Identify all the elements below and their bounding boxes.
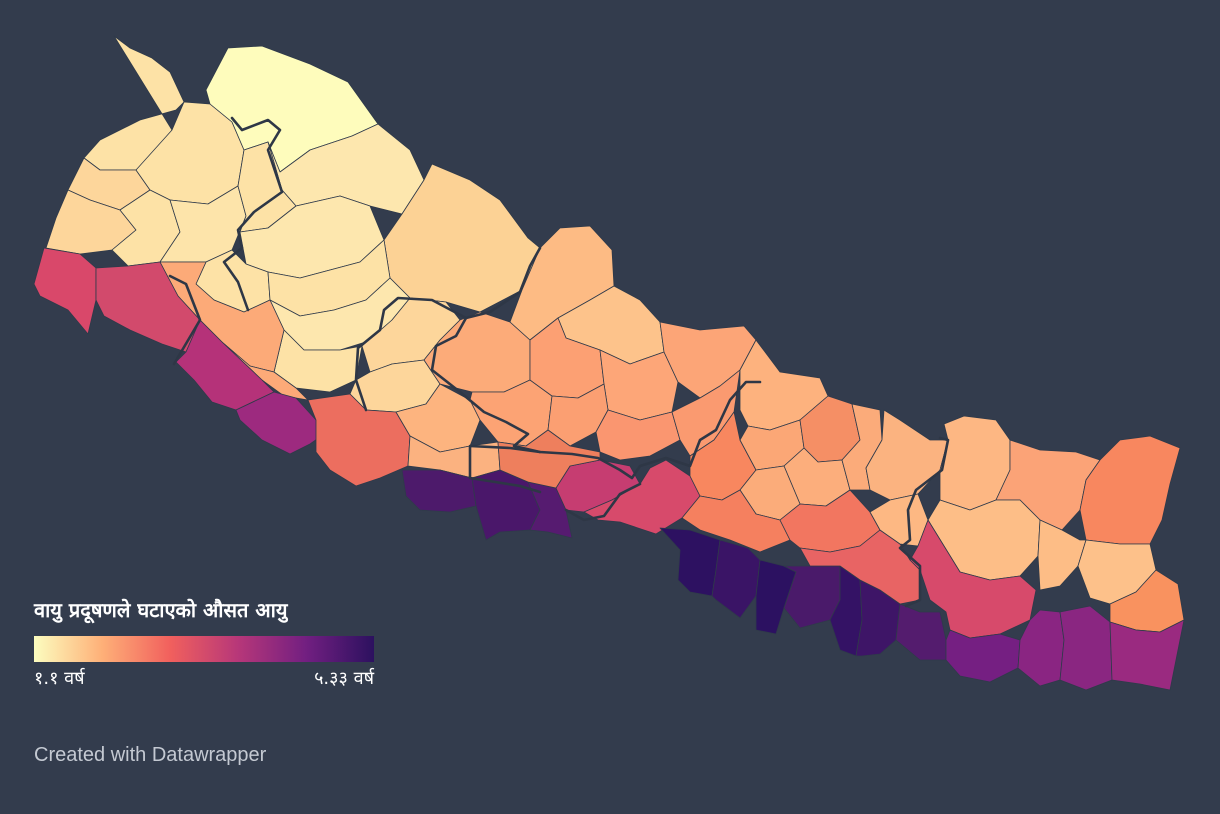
- district-region[interactable]: [1059, 605, 1113, 691]
- district-region[interactable]: [1037, 519, 1087, 591]
- province-boundary: [168, 274, 202, 366]
- district-region[interactable]: [659, 527, 721, 597]
- district-region[interactable]: [599, 349, 679, 421]
- province-boundaries: [168, 116, 950, 608]
- district-region[interactable]: [995, 439, 1101, 531]
- district-region[interactable]: [895, 603, 947, 661]
- district-region[interactable]: [401, 469, 477, 513]
- districts: [33, 35, 1185, 691]
- district-region[interactable]: [175, 319, 275, 411]
- district-region[interactable]: [1079, 435, 1181, 545]
- legend-max-label: ५.३३ वर्ष: [314, 668, 374, 689]
- district-region[interactable]: [1109, 619, 1185, 691]
- district-region[interactable]: [33, 247, 97, 335]
- province-boundary: [564, 482, 642, 522]
- legend-labels: १.१ वर्ष ५.३३ वर्ष: [34, 666, 374, 692]
- district-region[interactable]: [945, 629, 1021, 683]
- province-boundary: [430, 316, 762, 480]
- datawrapper-credit[interactable]: Created with Datawrapper: [34, 744, 267, 766]
- legend-min-label: १.१ वर्ष: [34, 668, 85, 689]
- province-boundary: [898, 436, 950, 608]
- district-region[interactable]: [307, 393, 411, 487]
- district-region[interactable]: [221, 341, 309, 401]
- district-region[interactable]: [235, 391, 331, 455]
- color-legend: वायु प्रदूषणले घटाएको औसत आयु १.१ वर्ष ५…: [34, 596, 374, 692]
- province-boundary: [354, 246, 542, 412]
- legend-gradient-bar: [34, 636, 374, 662]
- legend-title: वायु प्रदूषणले घटाएको औसत आयु: [34, 598, 288, 622]
- province-boundary: [222, 116, 284, 312]
- province-boundary: [468, 444, 542, 494]
- district-region[interactable]: [711, 539, 761, 619]
